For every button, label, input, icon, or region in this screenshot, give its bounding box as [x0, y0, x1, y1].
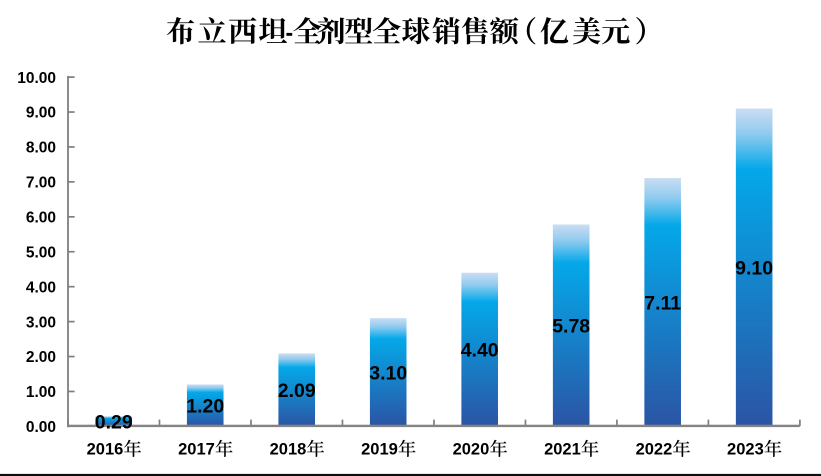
svg-text:1.20: 1.20: [186, 396, 224, 418]
svg-text:4.00: 4.00: [26, 279, 56, 296]
svg-text:2019: 2019: [361, 440, 398, 458]
svg-text:1.00: 1.00: [26, 384, 56, 401]
svg-text:9.00: 9.00: [26, 105, 56, 122]
svg-text:8.00: 8.00: [26, 140, 56, 157]
svg-text:2020: 2020: [453, 440, 490, 458]
svg-text:6.00: 6.00: [26, 209, 56, 226]
svg-text:10.00: 10.00: [17, 70, 56, 87]
svg-text:4.40: 4.40: [461, 340, 499, 362]
svg-text:2018: 2018: [270, 440, 307, 458]
svg-text:0.00: 0.00: [26, 419, 56, 436]
svg-text:3.10: 3.10: [369, 362, 407, 384]
svg-text:9.10: 9.10: [735, 258, 773, 280]
svg-text:2023: 2023: [727, 440, 764, 458]
svg-text:3.00: 3.00: [26, 314, 56, 331]
svg-text:5.00: 5.00: [26, 244, 56, 261]
svg-text:2021: 2021: [544, 440, 581, 458]
svg-text:2.00: 2.00: [26, 349, 56, 366]
svg-text:0.29: 0.29: [95, 411, 133, 433]
svg-text:7.11: 7.11: [644, 292, 681, 314]
svg-text:2016: 2016: [87, 440, 124, 458]
svg-text:2.09: 2.09: [278, 380, 316, 402]
svg-text:5.78: 5.78: [552, 316, 590, 338]
svg-text:2022: 2022: [636, 440, 673, 458]
svg-text:7.00: 7.00: [26, 175, 56, 192]
svg-text:2017: 2017: [178, 440, 215, 458]
